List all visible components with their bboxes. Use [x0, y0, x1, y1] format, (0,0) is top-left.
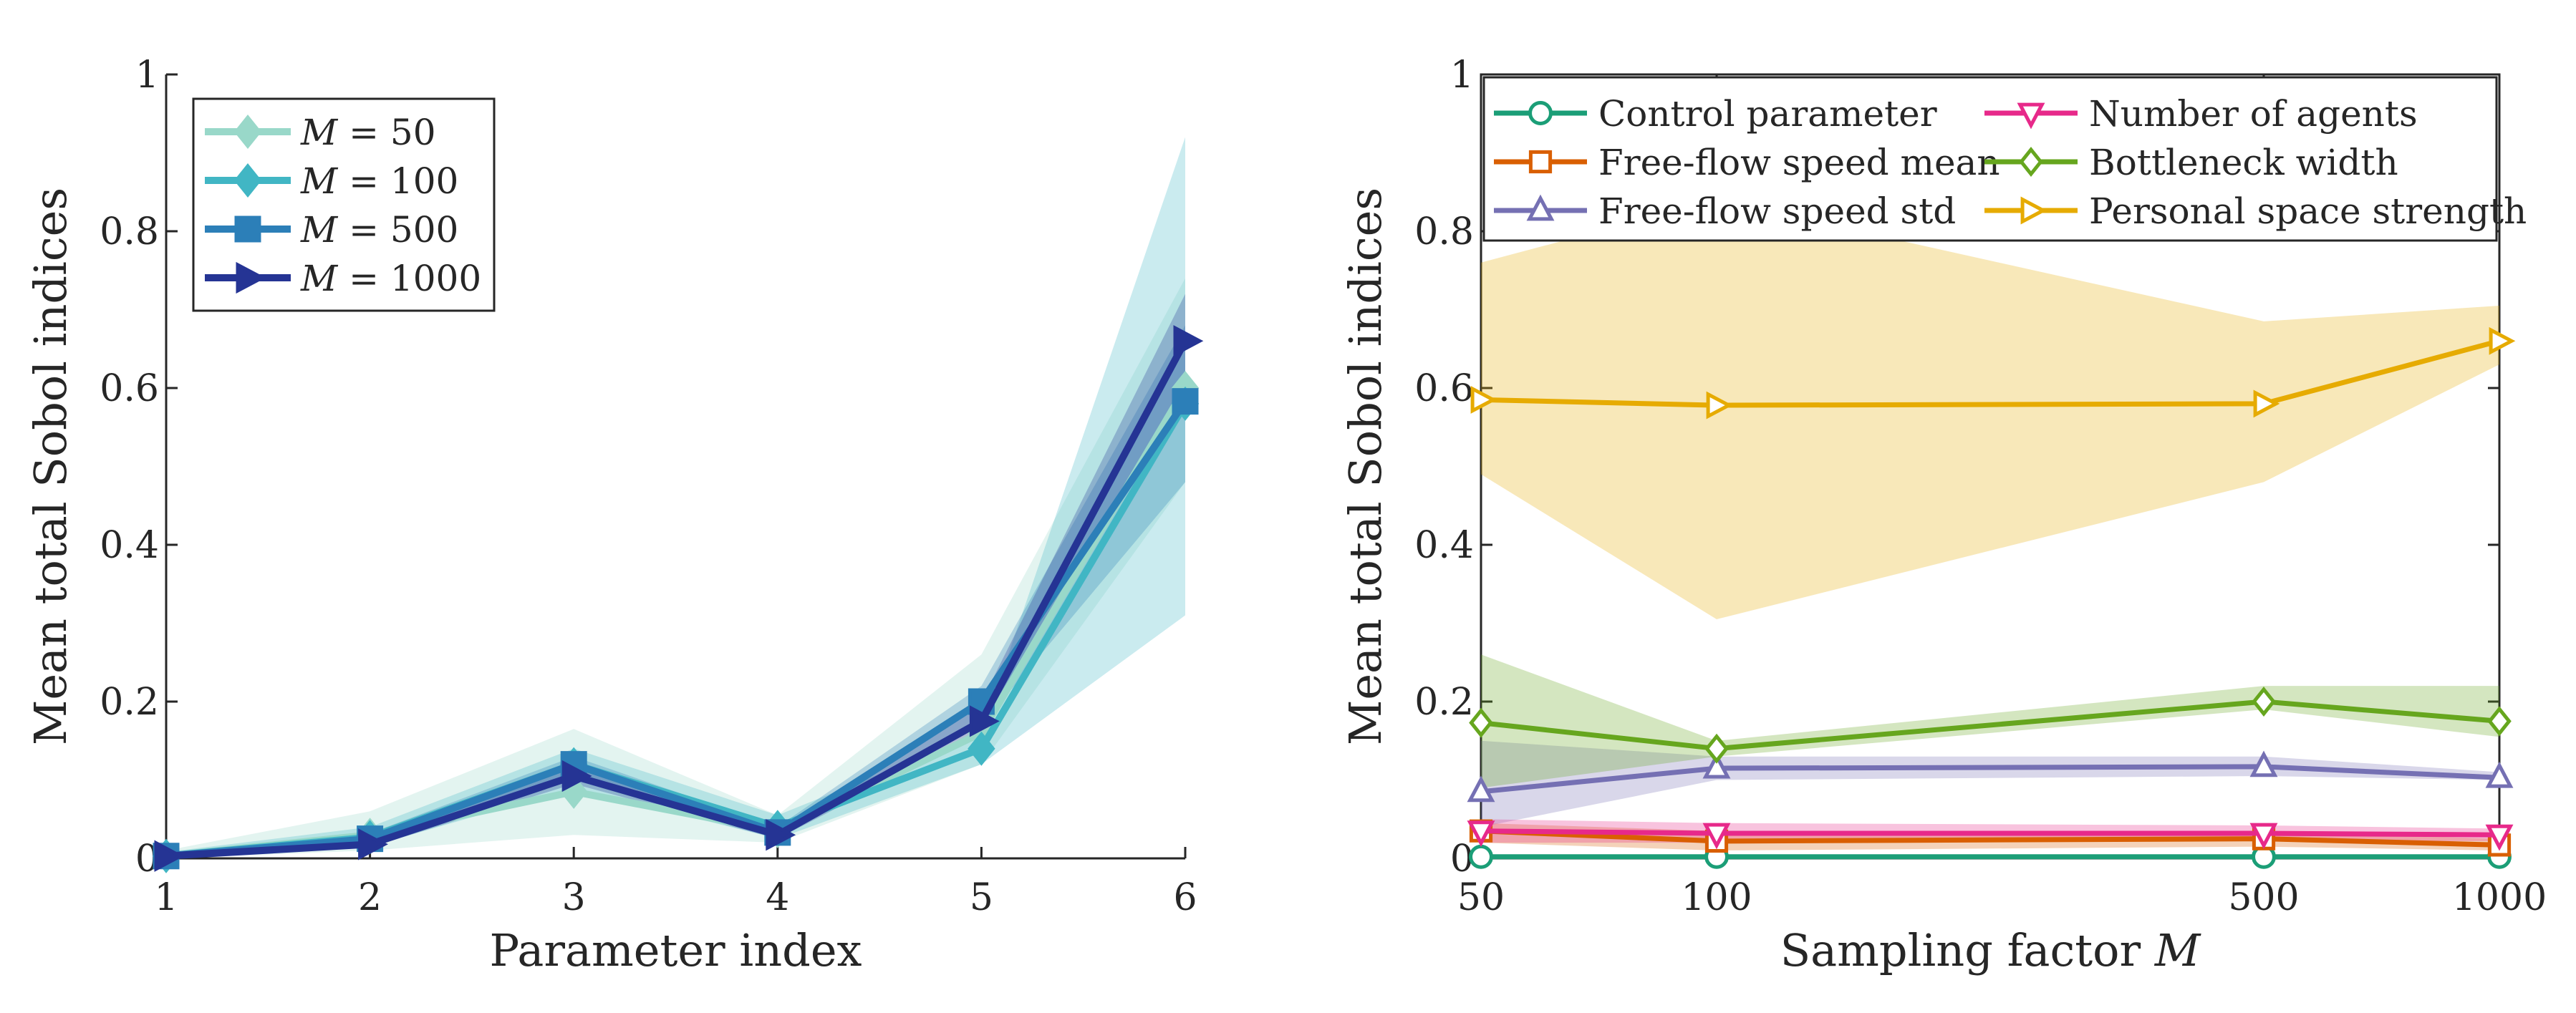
- y-tick-label: 0.2: [1414, 681, 1474, 724]
- x-tick-label: 5: [970, 876, 993, 919]
- y-tick-label: 0.6: [100, 367, 159, 410]
- x-tick-label: 1000: [2452, 876, 2547, 919]
- x-tick-label: 100: [1681, 876, 1752, 919]
- y-tick-label: 0.4: [1414, 524, 1474, 567]
- data-point: [1702, 823, 1731, 850]
- series-line: [1480, 828, 2500, 848]
- legend-marker: [2017, 102, 2045, 130]
- data-point: [1469, 844, 1493, 869]
- legend-label-variable: M: [300, 160, 339, 202]
- data-point: [1706, 391, 1733, 420]
- y-axis-label: Mean total Sobol indices: [1339, 188, 1391, 745]
- legend-marker: [1528, 101, 1553, 125]
- legend-label: Free-flow speed std: [1598, 190, 1956, 232]
- confidence-bands: [1481, 200, 2499, 858]
- confidence-bands: [166, 137, 1185, 858]
- legend-marker: [236, 261, 266, 294]
- data-point: [2485, 824, 2514, 851]
- data-point: [358, 828, 388, 861]
- data-point: [1467, 820, 1495, 848]
- legend-marker: [1526, 194, 1555, 221]
- x-axis-label: Sampling factor M: [1780, 924, 2201, 976]
- data-point: [2253, 389, 2280, 418]
- data-point: [154, 840, 185, 872]
- legend-marker: [234, 215, 261, 243]
- legend-label: Control parameter: [1598, 93, 1937, 135]
- y-tick-label: 1: [135, 54, 159, 97]
- legend-box: [1482, 76, 2498, 242]
- y-tick-label: 0.4: [100, 524, 159, 567]
- x-axis-label: Parameter index: [489, 924, 862, 976]
- data-point: [969, 705, 1000, 737]
- legend-label: Bottleneck width: [2089, 142, 2398, 183]
- data-point: [2489, 326, 2516, 355]
- legend-label-value: = 1000: [337, 258, 481, 299]
- x-tick-label: 2: [358, 876, 382, 919]
- legend-label-value: = 500: [337, 209, 458, 251]
- confidence-band: [166, 278, 1185, 858]
- y-tick-label: 1: [1450, 54, 1474, 97]
- series-line: [1480, 699, 2500, 752]
- legend-label: M = 100: [300, 160, 458, 202]
- confidence-band: [1481, 200, 2499, 619]
- legend-label: Number of agents: [2089, 93, 2418, 135]
- legend-marker: [2019, 146, 2043, 178]
- series-line: [165, 339, 1189, 860]
- legend-label: M = 500: [300, 209, 458, 251]
- data-point: [2249, 750, 2278, 777]
- data-point: [1173, 325, 1204, 357]
- x-tick-label: 1: [154, 876, 178, 919]
- y-axis-label: Mean total Sobol indices: [24, 188, 77, 745]
- data-point: [2485, 761, 2514, 788]
- confidence-band: [1481, 740, 2499, 828]
- confidence-band: [1481, 823, 2499, 850]
- legend-label: Free-flow speed mean: [1598, 142, 2000, 183]
- legend-label-variable: M: [300, 258, 339, 299]
- data-point: [1467, 775, 1495, 803]
- legend-marker: [1528, 150, 1553, 174]
- data-point: [766, 819, 796, 851]
- legend-marker: [2020, 196, 2047, 225]
- y-tick-label: 0.6: [1414, 367, 1474, 410]
- x-tick-label: 3: [562, 876, 586, 919]
- legend-label-variable: M: [300, 209, 339, 251]
- legend-label-variable: M: [300, 112, 339, 153]
- series-line: [1480, 764, 2500, 795]
- data-point: [1704, 733, 1729, 764]
- data-point: [1702, 752, 1731, 779]
- x-tick-label: 4: [766, 876, 789, 919]
- x-tick-label: 50: [1457, 876, 1505, 919]
- legend-label: Personal space strength: [2089, 190, 2527, 232]
- data-point: [1470, 385, 1497, 414]
- data-point: [2252, 686, 2276, 717]
- y-tick-label: 0.8: [100, 210, 159, 253]
- series-line: [1480, 828, 2500, 838]
- series-line: [1480, 338, 2500, 408]
- data-point: [968, 731, 995, 766]
- legend-marker: [233, 163, 262, 198]
- data-point: [2487, 706, 2512, 737]
- data-point: [561, 760, 592, 793]
- y-tick-label: 0.2: [100, 681, 159, 724]
- legend-marker: [233, 114, 262, 150]
- x-axis-label-variable: M: [2141, 924, 2201, 976]
- confidence-band: [1481, 654, 2499, 788]
- legend-label-value: = 100: [337, 160, 458, 202]
- data-point: [2249, 823, 2278, 850]
- y-tick-label: 0.8: [1414, 210, 1474, 253]
- confidence-band: [166, 325, 1185, 858]
- legend-label: M = 1000: [300, 258, 481, 299]
- data-point: [1469, 707, 1493, 738]
- legend-label-value: = 50: [337, 112, 435, 153]
- legend-label: M = 50: [300, 112, 436, 153]
- x-tick-label: 6: [1173, 876, 1197, 919]
- data-point: [1172, 388, 1199, 415]
- x-tick-label: 500: [2228, 876, 2299, 919]
